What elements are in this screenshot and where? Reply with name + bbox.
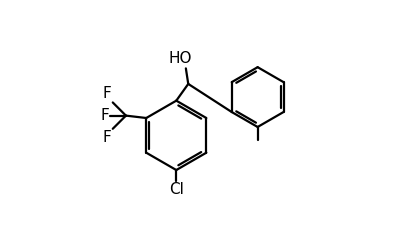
Text: F: F <box>100 108 109 123</box>
Text: F: F <box>103 130 111 145</box>
Text: F: F <box>103 86 111 101</box>
Text: HO: HO <box>168 52 191 67</box>
Text: Cl: Cl <box>169 182 183 197</box>
